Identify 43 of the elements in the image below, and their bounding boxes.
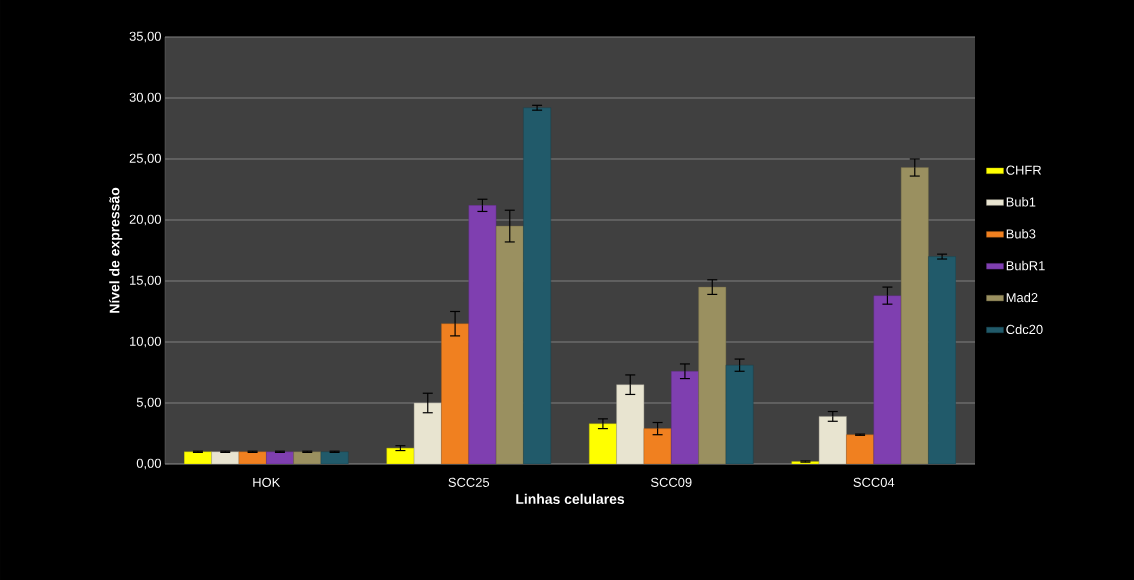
- y-axis-title: Nível de expressão: [109, 187, 123, 313]
- x-axis-title: Linhas celulares: [516, 493, 625, 505]
- bar: [293, 451, 322, 464]
- y-tick-label: 20,00: [129, 214, 161, 226]
- bar: [818, 416, 847, 464]
- bar: [184, 451, 212, 464]
- bar: [900, 167, 929, 464]
- legend-label: Bub3: [1006, 228, 1036, 239]
- x-tick-label: SCC04: [853, 477, 895, 487]
- bar: [698, 286, 727, 464]
- bar: [671, 371, 699, 464]
- bar: [523, 107, 551, 464]
- legend-label: Mad2: [1006, 292, 1038, 303]
- legend-label: Cdc20: [1006, 324, 1043, 335]
- bar: [266, 451, 294, 464]
- bar: [873, 295, 902, 464]
- legend-label: CHFR: [1006, 165, 1042, 175]
- y-tick-label: 10,00: [130, 336, 161, 348]
- y-tick-label: 25,00: [129, 153, 161, 165]
- legend-label: Bub1: [1006, 197, 1036, 207]
- bar: [725, 364, 754, 464]
- x-tick-label: SCC09: [650, 477, 692, 487]
- x-tick-label: HOK: [253, 477, 281, 487]
- bar: [589, 423, 617, 464]
- bar: [495, 225, 524, 464]
- y-tick-label: 0,00: [136, 458, 161, 470]
- bar: [413, 402, 442, 464]
- bar: [320, 451, 349, 464]
- bar: [616, 384, 645, 464]
- x-tick-label: SCC25: [448, 477, 490, 487]
- bar: [928, 256, 956, 464]
- bar: [846, 434, 874, 464]
- y-tick-label: 5,00: [136, 397, 161, 409]
- y-tick-label: 15,00: [130, 275, 161, 287]
- y-tick-label: 35,00: [129, 31, 161, 43]
- bar: [238, 451, 267, 464]
- bar: [643, 428, 672, 464]
- bar: [386, 447, 415, 464]
- bar: [211, 451, 240, 464]
- y-tick-label: 30,00: [129, 92, 161, 104]
- bar: [468, 205, 497, 464]
- legend-label: BubR1: [1006, 260, 1045, 271]
- bar: [441, 323, 469, 464]
